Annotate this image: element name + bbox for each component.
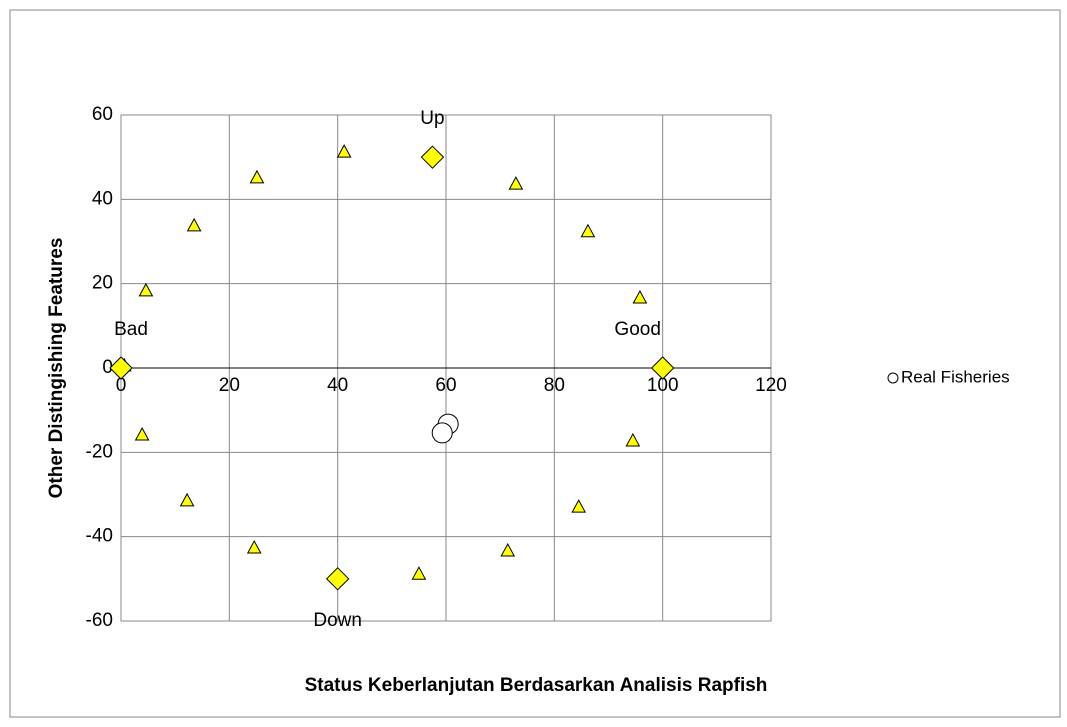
triangle-marker: [625, 432, 641, 447]
triangle-marker: [632, 289, 648, 304]
triangle-marker: [249, 169, 265, 184]
diamond-marker: [650, 356, 675, 380]
point-label: Up: [420, 108, 444, 129]
y-tick-label: -60: [86, 610, 113, 631]
x-tick-label: 60: [435, 375, 456, 396]
y-tick-label: -40: [86, 526, 113, 547]
x-axis-title: Status Keberlanjutan Berdasarkan Analisi…: [305, 675, 768, 696]
point-label: Bad: [114, 319, 148, 340]
triangle-marker: [571, 499, 587, 513]
y-tick-label: 40: [92, 188, 113, 209]
triangle-marker: [336, 144, 352, 158]
diamond-marker: [420, 145, 445, 169]
legend-marker: [887, 372, 899, 384]
y-tick-label: 60: [92, 104, 113, 125]
x-tick-label: 80: [544, 375, 565, 396]
y-axis-title: Other Distingishing Features: [46, 238, 67, 499]
circle-marker: [431, 422, 453, 444]
y-tick-label: -20: [86, 441, 113, 462]
diamond-marker: [325, 567, 350, 591]
triangle-marker: [246, 540, 262, 554]
x-tick-label: 40: [327, 375, 348, 396]
triangle-marker: [411, 566, 427, 580]
triangle-marker: [500, 542, 516, 557]
point-label: Good: [614, 319, 660, 340]
triangle-marker: [134, 426, 150, 441]
triangle-marker: [508, 176, 524, 190]
x-tick-label: 0: [116, 375, 127, 396]
y-tick-label: 20: [92, 273, 113, 294]
triangle-marker: [179, 492, 195, 507]
legend-label: Real Fisheries: [901, 367, 1010, 386]
x-tick-label: 100: [647, 375, 679, 396]
y-tick-label: 0: [102, 357, 113, 378]
triangle-marker: [138, 282, 154, 297]
x-tick-label: 120: [755, 375, 787, 396]
x-tick-label: 20: [219, 375, 240, 396]
triangle-marker: [186, 217, 202, 232]
triangle-marker: [580, 223, 596, 238]
diamond-marker: [109, 356, 133, 380]
point-label: Down: [313, 610, 362, 631]
